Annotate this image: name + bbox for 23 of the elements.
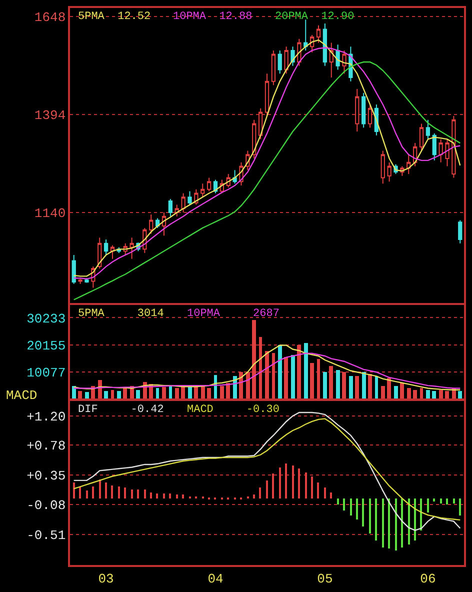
text: 10PMA 2687 [187, 308, 280, 320]
x-tick-label: 06 [420, 571, 436, 586]
y-tick-label: 1394 [34, 108, 66, 124]
text: 5PMA 3014 [78, 308, 164, 320]
x-tick-label: 04 [208, 571, 224, 586]
text: 20PMA 12.90 [275, 11, 354, 23]
series-label: MACD -0.30 [187, 404, 280, 416]
y-tick-label: 20155 [26, 338, 66, 354]
text: 10PMA 12.88 [173, 11, 252, 23]
y-tick-label: +1.20 [26, 409, 66, 424]
text: 5PMA 12.52 [78, 11, 151, 23]
x-tick-label: 05 [317, 571, 333, 586]
text: DIF -0.42 [78, 404, 164, 416]
y-tick-label: 1648 [34, 10, 66, 26]
y-tick-label: +0.78 [26, 438, 66, 454]
y-tick-label: 30233 [26, 311, 66, 326]
x-tick-label: 03 [98, 571, 114, 586]
y-tick-label: 1140 [34, 206, 66, 222]
y-tick-label: -0.51 [26, 528, 66, 544]
y-tick-label: 10077 [26, 365, 66, 380]
y-tick-label: -0.08 [26, 498, 66, 514]
y-tick-label: +0.35 [26, 468, 66, 484]
chart-title: MACD [6, 388, 38, 403]
